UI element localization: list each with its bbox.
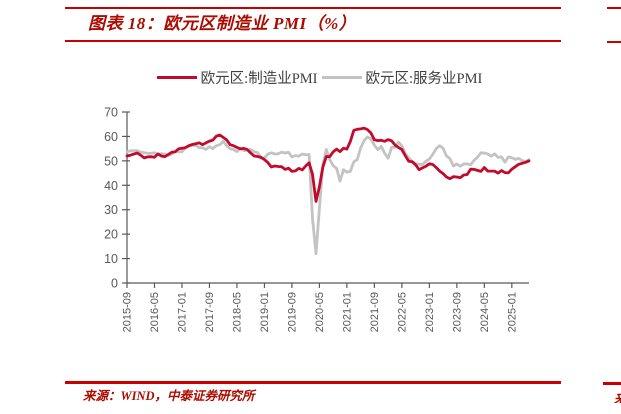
next-column-top-rule <box>607 7 621 9</box>
figure-title: 图表 18：欧元区制造业 PMI（%） <box>88 14 357 33</box>
chart-area: 欧元区:制造业PMI 欧元区:服务业PMI 0 10 20 30 40 50 60 70 201… <box>84 51 555 372</box>
series-line <box>125 126 531 203</box>
x-tick-label: 2018-05 <box>231 292 243 332</box>
figure-top-rule <box>65 7 561 9</box>
y-tick-label: 0 <box>111 277 118 291</box>
next-column-chart-edge <box>613 47 621 370</box>
y-tick-label: 40 <box>104 179 118 193</box>
x-tick-label: 2015-09 <box>122 292 134 332</box>
series-line <box>125 135 531 256</box>
x-tick-label: 2023-09 <box>451 292 463 332</box>
x-tick-label: 2017-01 <box>176 292 188 332</box>
manufacturing-series-label: 欧元区:制造业PMI <box>200 71 318 87</box>
next-column-title-underline-rule <box>607 41 621 43</box>
x-tick-label: 2024-05 <box>479 292 491 332</box>
y-tick-label: 20 <box>104 228 118 242</box>
x-tick-label: 2017-09 <box>204 292 216 332</box>
x-tick-label: 2019-09 <box>286 292 298 332</box>
y-tick-label: 10 <box>104 252 118 266</box>
figure-title-underline-rule <box>65 40 561 42</box>
chart-legend: 欧元区:制造业PMI 欧元区:服务业PMI <box>84 67 555 88</box>
services-series-label: 欧元区:服务业PMI <box>365 71 483 87</box>
plot-svg: 0 10 20 30 40 50 60 70 2015-09 2016-05 2017-01 2017… <box>104 106 531 332</box>
x-tick-label: 2020-05 <box>314 292 326 332</box>
y-tick-label: 70 <box>104 106 118 120</box>
figure-source: 来源：WIND，中泰证券研究所 <box>83 389 255 403</box>
next-column-bottom-rule <box>603 382 621 385</box>
x-tick-label: 2025-01 <box>506 292 518 332</box>
x-tick-label: 2021-09 <box>369 292 381 332</box>
y-tick-label: 50 <box>104 154 118 168</box>
y-tick-label: 60 <box>104 130 118 144</box>
x-tick-label: 2022-05 <box>396 292 408 332</box>
services-series-swatch <box>321 75 362 80</box>
next-column-source-fragment: 来 <box>614 388 621 403</box>
y-tick-label: 30 <box>104 203 118 217</box>
manufacturing-series-swatch <box>156 75 197 80</box>
x-tick-label: 2019-01 <box>259 292 271 332</box>
x-tick-label: 2021-01 <box>341 292 353 332</box>
x-tick-label: 2023-01 <box>424 292 436 332</box>
x-tick-label: 2016-05 <box>149 292 161 332</box>
figure-bottom-rule <box>65 381 561 384</box>
